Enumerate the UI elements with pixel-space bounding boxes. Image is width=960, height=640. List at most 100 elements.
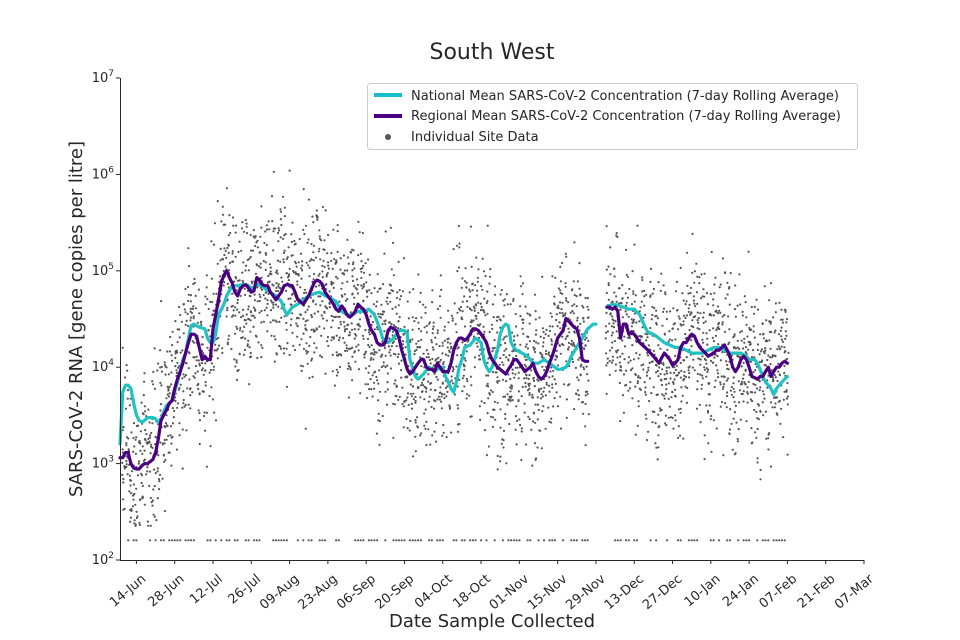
- site-data-point: [136, 474, 140, 477]
- site-data-point: [505, 335, 508, 338]
- site-data-point: [219, 275, 222, 278]
- site-data-point: [652, 386, 655, 389]
- site-data-point: [567, 301, 570, 304]
- site-data-point: [210, 277, 213, 280]
- site-data-point: [605, 268, 609, 271]
- site-data-point: [640, 364, 643, 367]
- site-data-point: [565, 398, 569, 401]
- site-data-point: [620, 302, 623, 305]
- site-data-point: [499, 455, 502, 458]
- site-data-point: [302, 347, 306, 350]
- site-data-point: [714, 276, 717, 279]
- site-data-point: [141, 484, 144, 487]
- site-data-point: [577, 394, 581, 397]
- site-data-point: [630, 318, 633, 321]
- site-data-point: [312, 251, 315, 254]
- site-data-point: [172, 416, 175, 419]
- site-data-point: [533, 385, 537, 388]
- site-data-point: [282, 251, 286, 254]
- site-data-point: [468, 288, 471, 291]
- site-data-point: [178, 336, 181, 339]
- site-data-point: [479, 358, 482, 361]
- site-data-point: [619, 308, 622, 311]
- site-data-point: [465, 397, 468, 400]
- site-data-point: [727, 377, 730, 380]
- site-data-point: [712, 419, 716, 422]
- site-data-point: [729, 271, 732, 275]
- site-data-point: [630, 303, 634, 306]
- site-data-point: [376, 290, 379, 293]
- site-data-point: [160, 300, 163, 303]
- site-data-point: [478, 405, 481, 408]
- site-data-point: [673, 378, 676, 381]
- site-data-point: [665, 383, 668, 386]
- site-data-point: [764, 349, 767, 352]
- site-data-point: [409, 340, 412, 344]
- site-data-point: [391, 241, 395, 244]
- site-data-point: [420, 384, 423, 387]
- site-data-point: [699, 297, 703, 300]
- site-data-point: [330, 259, 333, 262]
- site-data-point: [315, 214, 318, 217]
- site-data-point: [310, 315, 314, 319]
- site-data-point: [479, 302, 482, 305]
- site-data-point: [509, 390, 512, 393]
- site-data-point: [414, 401, 417, 404]
- site-data-point: [621, 339, 624, 342]
- site-data-point: [656, 458, 659, 461]
- site-data-point: [158, 488, 161, 491]
- site-data-point: [208, 371, 211, 374]
- site-data-point: [411, 328, 414, 331]
- site-data-point: [519, 315, 522, 318]
- site-data-point: [179, 383, 182, 386]
- site-data-point: [125, 460, 128, 463]
- site-data-point: [645, 374, 649, 377]
- site-data-point: [564, 282, 567, 285]
- site-data-point: [400, 369, 403, 372]
- site-data-point: [507, 539, 510, 542]
- site-data-point: [775, 539, 778, 542]
- site-data-point: [679, 407, 682, 410]
- site-data-point: [410, 395, 413, 398]
- site-data-point: [657, 425, 660, 429]
- site-data-point: [291, 221, 294, 224]
- site-data-point: [468, 394, 471, 397]
- site-data-point: [273, 335, 276, 338]
- site-data-point: [679, 434, 682, 437]
- site-data-point: [470, 319, 473, 322]
- site-data-point: [774, 376, 777, 379]
- site-data-point: [511, 399, 514, 402]
- site-data-point: [259, 251, 262, 254]
- site-data-point: [339, 268, 342, 271]
- site-data-point: [725, 360, 728, 363]
- site-data-point: [561, 301, 564, 304]
- site-data-point: [360, 260, 363, 263]
- site-data-point: [673, 366, 676, 369]
- site-data-point: [555, 349, 558, 352]
- site-data-point: [725, 379, 729, 382]
- site-data-point: [461, 377, 464, 380]
- site-data-point: [221, 213, 225, 216]
- site-data-point: [579, 294, 582, 297]
- site-data-point: [348, 333, 351, 337]
- site-data-point: [395, 345, 398, 348]
- site-data-point: [280, 276, 283, 279]
- site-data-point: [769, 282, 773, 285]
- site-data-point: [238, 352, 241, 355]
- site-data-point: [193, 277, 196, 281]
- site-data-point: [433, 372, 436, 375]
- site-data-point: [493, 408, 496, 411]
- site-data-point: [358, 231, 361, 234]
- site-data-point: [576, 319, 579, 322]
- site-data-point: [655, 309, 658, 312]
- site-data-point: [769, 320, 773, 323]
- site-data-point: [723, 330, 727, 333]
- site-data-point: [265, 243, 268, 247]
- site-data-point: [744, 351, 747, 354]
- site-data-point: [656, 317, 660, 320]
- site-data-point: [384, 354, 387, 357]
- site-data-point: [248, 257, 251, 260]
- site-data-point: [553, 302, 556, 305]
- site-data-point: [410, 407, 414, 410]
- x-tick-label: 27-Dec: [640, 572, 685, 613]
